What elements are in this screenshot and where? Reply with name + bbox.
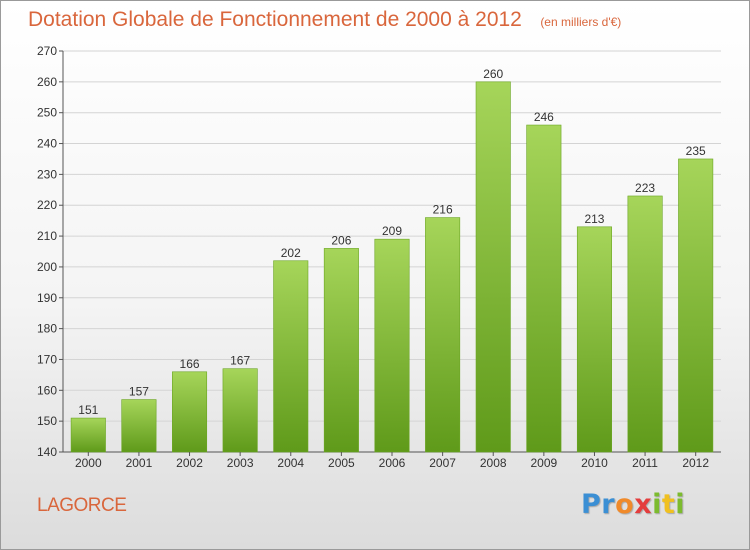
data-label: 223 <box>635 181 655 195</box>
place-name: LAGORCE <box>37 495 127 516</box>
y-tick-label: 220 <box>37 198 57 212</box>
data-label: 246 <box>534 110 554 124</box>
bar <box>222 368 258 453</box>
y-tick-label: 140 <box>37 445 57 459</box>
y-tick-label: 250 <box>37 106 57 120</box>
bar <box>70 417 106 453</box>
bar <box>627 195 663 453</box>
logo-letter: i <box>652 489 662 520</box>
bar <box>374 238 410 453</box>
bar <box>475 81 511 453</box>
proxiti-logo: Proxiti <box>581 489 685 520</box>
x-tick-label: 2011 <box>632 456 658 470</box>
chart-title-block: Dotation Globale de Fonctionnement de 20… <box>28 8 621 32</box>
data-label: 213 <box>584 212 604 226</box>
x-tick-label: 2006 <box>379 456 406 470</box>
data-label: 151 <box>78 403 98 417</box>
x-tick-label: 2012 <box>682 456 709 470</box>
logo-letter: P <box>581 489 602 520</box>
logo-letter: i <box>675 489 686 520</box>
bar <box>323 248 359 453</box>
x-tick-label: 2002 <box>176 456 203 470</box>
bar <box>678 158 714 453</box>
data-label: 166 <box>180 357 200 371</box>
x-tick-label: 2004 <box>277 456 304 470</box>
x-tick-label: 2010 <box>581 456 608 470</box>
x-tick-label: 2000 <box>75 456 102 470</box>
x-tick-label: 2008 <box>480 456 507 470</box>
y-tick-label: 180 <box>37 322 57 336</box>
logo-letter: r <box>601 489 616 520</box>
y-tick-label: 210 <box>37 229 57 243</box>
data-label: 209 <box>382 224 402 238</box>
y-tick-label: 190 <box>37 291 57 305</box>
bar <box>121 399 157 453</box>
logo-letter: x <box>634 489 653 520</box>
data-label: 206 <box>331 233 351 247</box>
y-tick-label: 200 <box>37 260 57 274</box>
x-tick-label: 2005 <box>328 456 355 470</box>
bar <box>576 226 612 453</box>
y-tick-label: 160 <box>37 383 57 397</box>
y-tick-label: 230 <box>37 167 57 181</box>
data-label: 167 <box>230 354 250 368</box>
data-label: 157 <box>129 385 149 399</box>
logo-letter: o <box>615 489 635 520</box>
x-tick-label: 2009 <box>530 456 557 470</box>
bar <box>172 371 208 453</box>
logo-letter: t <box>661 489 676 520</box>
data-label: 202 <box>281 246 301 260</box>
y-tick-label: 170 <box>37 352 57 366</box>
data-label: 260 <box>483 67 503 81</box>
y-tick-label: 270 <box>37 44 57 58</box>
data-label: 216 <box>433 203 453 217</box>
y-tick-label: 240 <box>37 137 57 151</box>
data-label: 235 <box>686 144 706 158</box>
chart-title: Dotation Globale de Fonctionnement de 20… <box>28 8 522 31</box>
bar <box>425 217 461 453</box>
y-tick-label: 150 <box>37 414 57 428</box>
bar <box>273 260 309 453</box>
chart-subtitle: (en milliers d'€) <box>540 15 622 29</box>
x-tick-label: 2003 <box>227 456 254 470</box>
x-tick-label: 2007 <box>429 456 456 470</box>
bar <box>526 124 562 453</box>
y-tick-label: 260 <box>37 75 57 89</box>
x-tick-label: 2001 <box>126 456 153 470</box>
